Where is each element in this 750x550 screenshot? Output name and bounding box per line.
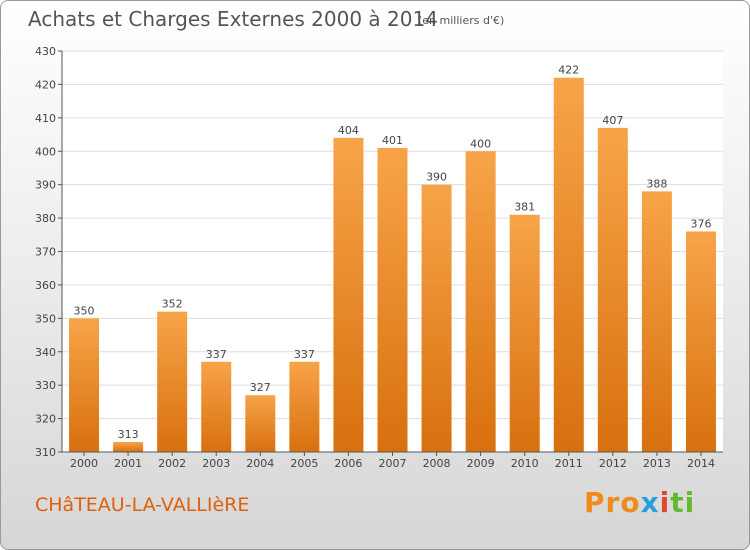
y-tick-label: 380 bbox=[35, 212, 56, 225]
bar bbox=[333, 137, 364, 452]
chart-title: Achats et Charges Externes 2000 à 2014 bbox=[28, 7, 438, 31]
bar-value-label: 407 bbox=[602, 114, 623, 127]
bar bbox=[597, 127, 628, 452]
bar bbox=[113, 441, 144, 452]
bar bbox=[157, 311, 188, 452]
bar bbox=[69, 318, 100, 452]
x-tick-label: 2006 bbox=[334, 457, 362, 470]
y-tick-label: 350 bbox=[35, 312, 56, 325]
location-name: CHâTEAU-LA-VALLIèRE bbox=[35, 494, 250, 516]
x-tick-label: 2010 bbox=[511, 457, 539, 470]
bar bbox=[641, 191, 672, 452]
x-tick-label: 2002 bbox=[158, 457, 186, 470]
y-tick-label: 410 bbox=[35, 112, 56, 125]
y-tick-label: 420 bbox=[35, 78, 56, 91]
bar-value-label: 376 bbox=[690, 217, 711, 230]
bar-value-label: 422 bbox=[558, 64, 579, 77]
logo-part: x bbox=[640, 486, 660, 519]
y-tick-label: 430 bbox=[35, 45, 56, 58]
bar bbox=[553, 77, 584, 452]
bar bbox=[685, 231, 716, 452]
y-tick-label: 370 bbox=[35, 246, 56, 259]
x-tick-label: 2000 bbox=[70, 457, 98, 470]
bar bbox=[245, 395, 276, 452]
bar-value-label: 401 bbox=[382, 134, 403, 147]
y-tick-label: 360 bbox=[35, 279, 56, 292]
logo-part: ti bbox=[670, 486, 696, 519]
bar-value-label: 337 bbox=[206, 348, 227, 361]
logo-part: Pro bbox=[584, 486, 641, 519]
x-tick-label: 2001 bbox=[114, 457, 142, 470]
bar-value-label: 313 bbox=[118, 428, 139, 441]
bar bbox=[421, 184, 452, 452]
x-tick-label: 2008 bbox=[423, 457, 451, 470]
y-tick-label: 390 bbox=[35, 179, 56, 192]
bar-value-label: 381 bbox=[514, 201, 535, 214]
x-tick-label: 2011 bbox=[555, 457, 583, 470]
bar bbox=[201, 361, 232, 452]
x-tick-label: 2014 bbox=[687, 457, 715, 470]
bar-value-label: 388 bbox=[646, 177, 667, 190]
y-tick-label: 400 bbox=[35, 145, 56, 158]
bar bbox=[509, 214, 540, 452]
bar bbox=[289, 361, 320, 452]
bar-value-label: 327 bbox=[250, 381, 271, 394]
x-tick-label: 2005 bbox=[290, 457, 318, 470]
bar-value-label: 390 bbox=[426, 171, 447, 184]
bar-value-label: 400 bbox=[470, 137, 491, 150]
x-tick-label: 2004 bbox=[246, 457, 274, 470]
x-tick-label: 2013 bbox=[643, 457, 671, 470]
bar-value-label: 337 bbox=[294, 348, 315, 361]
chart-subtitle: (en milliers d'€) bbox=[418, 14, 505, 27]
bar-value-label: 404 bbox=[338, 124, 359, 137]
y-tick-label: 310 bbox=[35, 446, 56, 459]
bar-value-label: 352 bbox=[162, 298, 183, 311]
bar-value-label: 350 bbox=[74, 304, 95, 317]
x-tick-label: 2012 bbox=[599, 457, 627, 470]
x-tick-label: 2009 bbox=[467, 457, 495, 470]
proxiti-logo: Proxiti bbox=[584, 486, 695, 519]
bar bbox=[377, 147, 408, 453]
bar bbox=[465, 151, 496, 452]
x-tick-label: 2007 bbox=[379, 457, 407, 470]
logo-part: i bbox=[659, 486, 671, 519]
y-tick-label: 330 bbox=[35, 379, 56, 392]
y-tick-label: 320 bbox=[35, 413, 56, 426]
y-tick-label: 340 bbox=[35, 346, 56, 359]
x-tick-label: 2003 bbox=[202, 457, 230, 470]
